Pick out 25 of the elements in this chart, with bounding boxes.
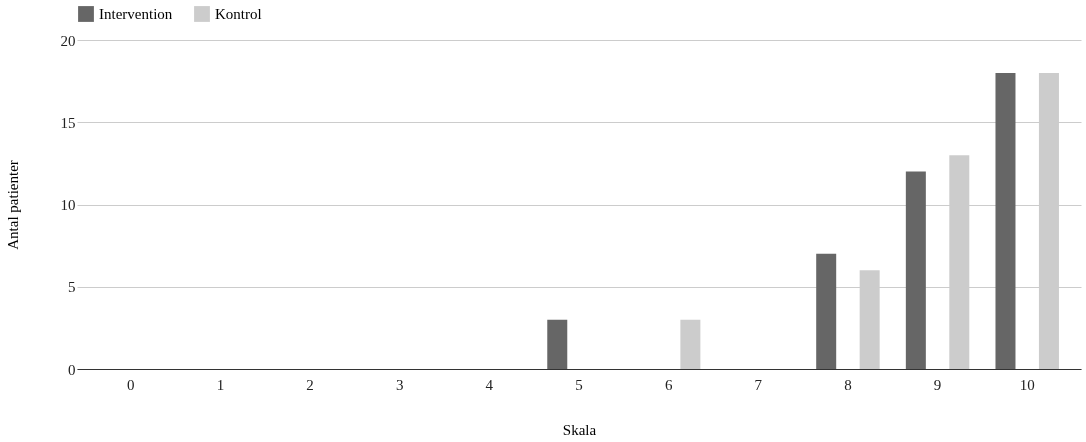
x-tick-label: 7 <box>754 376 763 393</box>
x-tick-label: 0 <box>127 376 135 393</box>
y-axis-title: Antal patienter <box>4 160 21 250</box>
bar <box>995 72 1016 369</box>
x-tick-label: 5 <box>575 376 583 393</box>
legend-label: Intervention <box>99 6 173 22</box>
bar <box>905 171 926 369</box>
bar <box>547 319 568 369</box>
x-tick-label: 10 <box>1019 376 1035 393</box>
x-tick-label: 6 <box>664 376 673 393</box>
y-tick-label: 15 <box>60 114 76 131</box>
x-tick-label: 3 <box>395 376 404 393</box>
x-tick-label: 1 <box>216 376 225 393</box>
y-tick-label: 20 <box>60 32 76 49</box>
y-tick-label: 10 <box>60 197 76 213</box>
bar <box>680 319 701 369</box>
x-tick-label: 8 <box>844 376 852 393</box>
x-tick-label: 2 <box>306 376 314 393</box>
x-tick-label: 4 <box>485 376 494 393</box>
bar <box>816 253 837 369</box>
legend-label: Kontrol <box>215 6 262 22</box>
y-tick-label: 5 <box>68 279 76 296</box>
x-tick-label: 9 <box>933 376 942 393</box>
x-axis-title: Skala <box>562 421 597 438</box>
y-tick-label: 0 <box>68 361 76 378</box>
